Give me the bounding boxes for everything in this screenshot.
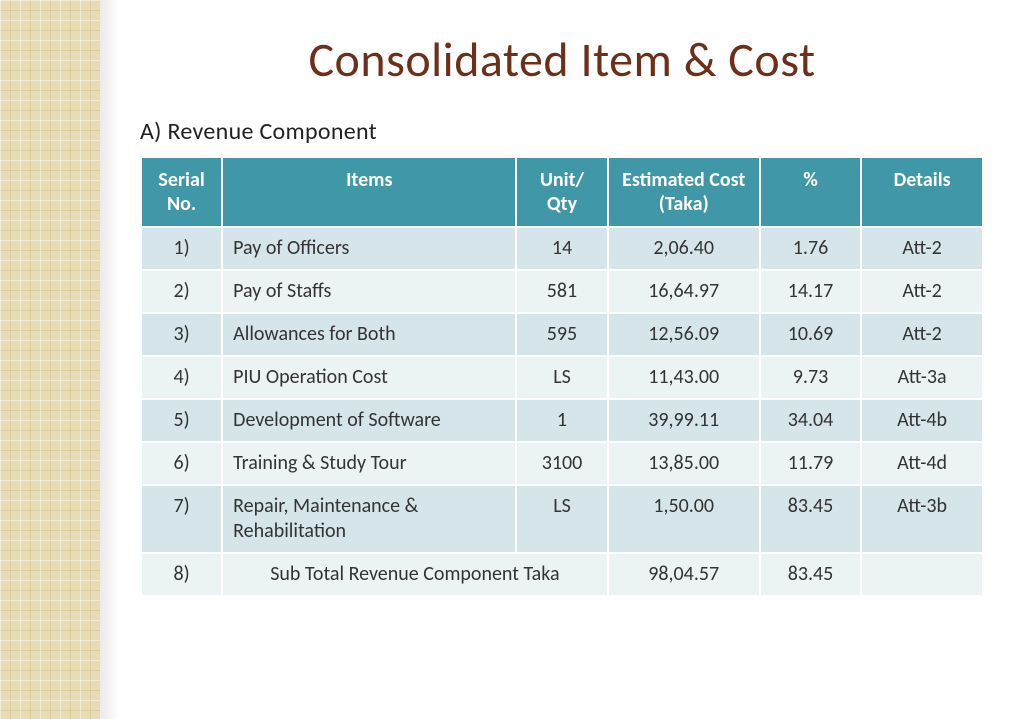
col-header-cost: Estimated Cost (Taka) xyxy=(608,157,760,227)
cell-cost: 11,43.00 xyxy=(608,356,760,399)
table-row: 2)Pay of Staffs58116,64.9714.17Att-2 xyxy=(141,270,983,313)
side-pattern xyxy=(0,0,100,719)
cell-details: Att-3b xyxy=(861,485,983,553)
cell-cost: 98,04.57 xyxy=(608,553,760,596)
cell-unit: LS xyxy=(516,356,607,399)
cell-percent: 83.45 xyxy=(760,553,861,596)
cell-details xyxy=(861,553,983,596)
cell-unit: 595 xyxy=(516,313,607,356)
cell-serial: 4) xyxy=(141,356,222,399)
cell-cost: 39,99.11 xyxy=(608,399,760,442)
cell-items: Pay of Officers xyxy=(222,227,516,270)
cell-details: Att-4d xyxy=(861,442,983,485)
table-body: 1)Pay of Officers142,06.401.76Att-22)Pay… xyxy=(141,227,983,596)
cell-percent: 11.79 xyxy=(760,442,861,485)
section-subtitle: A) Revenue Component xyxy=(140,117,984,146)
cell-items: Training & Study Tour xyxy=(222,442,516,485)
cell-items: Development of Software xyxy=(222,399,516,442)
cell-subtotal-label: Sub Total Revenue Component Taka xyxy=(222,553,607,596)
table-row: 7)Repair, Maintenance & RehabilitationLS… xyxy=(141,485,983,553)
cell-unit: 3100 xyxy=(516,442,607,485)
cell-items: PIU Operation Cost xyxy=(222,356,516,399)
cell-serial: 2) xyxy=(141,270,222,313)
cell-percent: 83.45 xyxy=(760,485,861,553)
cell-unit: 1 xyxy=(516,399,607,442)
table-row: 1)Pay of Officers142,06.401.76Att-2 xyxy=(141,227,983,270)
cell-percent: 9.73 xyxy=(760,356,861,399)
side-shadow xyxy=(100,0,120,719)
cell-items: Pay of Staffs xyxy=(222,270,516,313)
cell-serial: 7) xyxy=(141,485,222,553)
cell-details: Att-2 xyxy=(861,313,983,356)
cell-percent: 10.69 xyxy=(760,313,861,356)
cell-details: Att-2 xyxy=(861,270,983,313)
table-header: Serial No. Items Unit/ Qty Estimated Cos… xyxy=(141,157,983,227)
cell-unit: LS xyxy=(516,485,607,553)
slide-title: Consolidated Item & Cost xyxy=(140,30,984,89)
cell-cost: 1,50.00 xyxy=(608,485,760,553)
cell-serial: 5) xyxy=(141,399,222,442)
cell-serial: 1) xyxy=(141,227,222,270)
cell-serial: 3) xyxy=(141,313,222,356)
slide-content: Consolidated Item & Cost A) Revenue Comp… xyxy=(120,0,1024,719)
cell-serial: 6) xyxy=(141,442,222,485)
table-row: 4)PIU Operation CostLS11,43.009.73Att-3a xyxy=(141,356,983,399)
slide-side-decoration xyxy=(0,0,120,719)
cell-percent: 14.17 xyxy=(760,270,861,313)
cell-items: Allowances for Both xyxy=(222,313,516,356)
cost-table: Serial No. Items Unit/ Qty Estimated Cos… xyxy=(140,156,984,597)
cell-items: Repair, Maintenance & Rehabilitation xyxy=(222,485,516,553)
cell-percent: 1.76 xyxy=(760,227,861,270)
table-row: 3)Allowances for Both59512,56.0910.69Att… xyxy=(141,313,983,356)
col-header-items: Items xyxy=(222,157,516,227)
cell-percent: 34.04 xyxy=(760,399,861,442)
table-row: 6)Training & Study Tour310013,85.0011.79… xyxy=(141,442,983,485)
cell-details: Att-2 xyxy=(861,227,983,270)
cell-cost: 2,06.40 xyxy=(608,227,760,270)
cell-unit: 14 xyxy=(516,227,607,270)
col-header-percent: % xyxy=(760,157,861,227)
col-header-serial: Serial No. xyxy=(141,157,222,227)
cell-unit: 581 xyxy=(516,270,607,313)
cell-cost: 16,64.97 xyxy=(608,270,760,313)
cell-cost: 13,85.00 xyxy=(608,442,760,485)
cell-details: Att-4b xyxy=(861,399,983,442)
cell-details: Att-3a xyxy=(861,356,983,399)
table-subtotal-row: 8)Sub Total Revenue Component Taka98,04.… xyxy=(141,553,983,596)
table-row: 5)Development of Software139,99.1134.04A… xyxy=(141,399,983,442)
col-header-details: Details xyxy=(861,157,983,227)
cell-cost: 12,56.09 xyxy=(608,313,760,356)
col-header-unit: Unit/ Qty xyxy=(516,157,607,227)
cell-serial: 8) xyxy=(141,553,222,596)
